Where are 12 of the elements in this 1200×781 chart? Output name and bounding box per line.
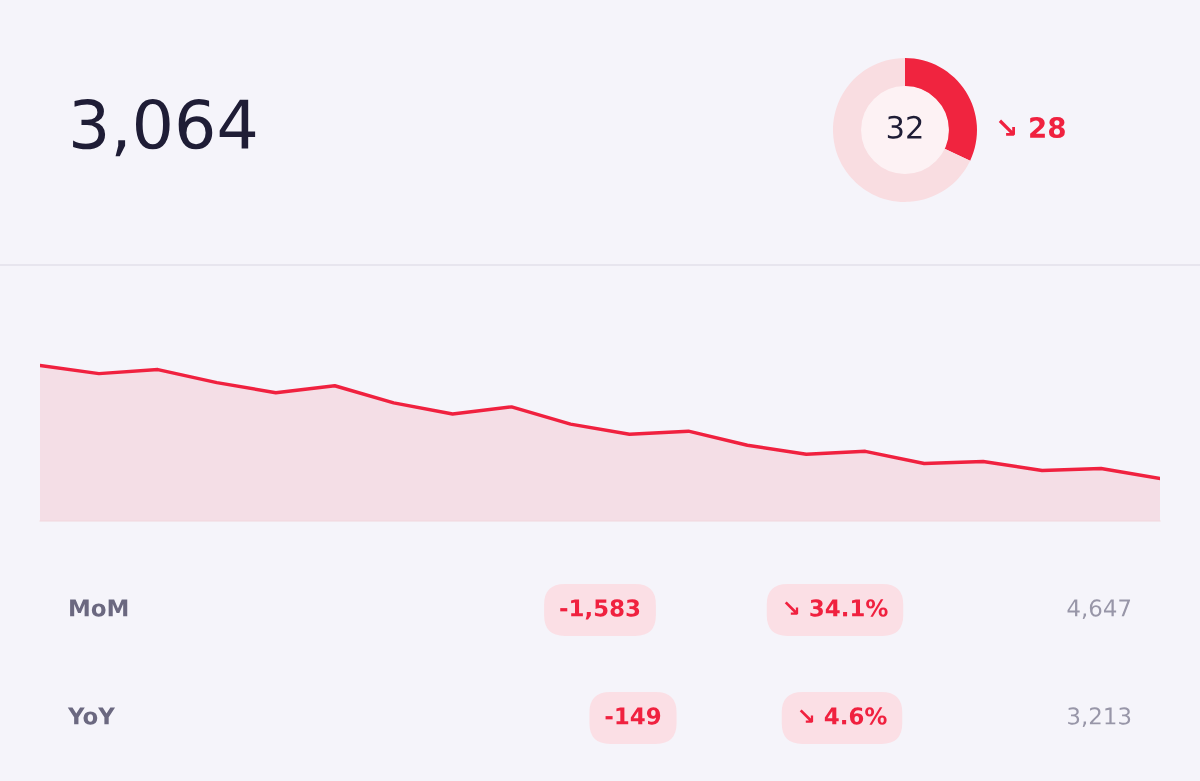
text: MoM bbox=[70, 599, 128, 617]
text: 4,647 bbox=[1067, 599, 1131, 619]
text: 3,213 bbox=[1068, 707, 1131, 727]
text: -1,583 bbox=[560, 599, 640, 620]
text: ↘ 28 bbox=[998, 117, 1065, 139]
text: ↘ 4.6% bbox=[799, 707, 887, 725]
text: -149 bbox=[605, 707, 661, 725]
donut-slice bbox=[833, 58, 971, 202]
text: YoY bbox=[67, 707, 116, 725]
text: ↘ 34.1% bbox=[784, 599, 888, 617]
text: 3,064 bbox=[73, 98, 256, 157]
text: 32 bbox=[887, 115, 922, 139]
